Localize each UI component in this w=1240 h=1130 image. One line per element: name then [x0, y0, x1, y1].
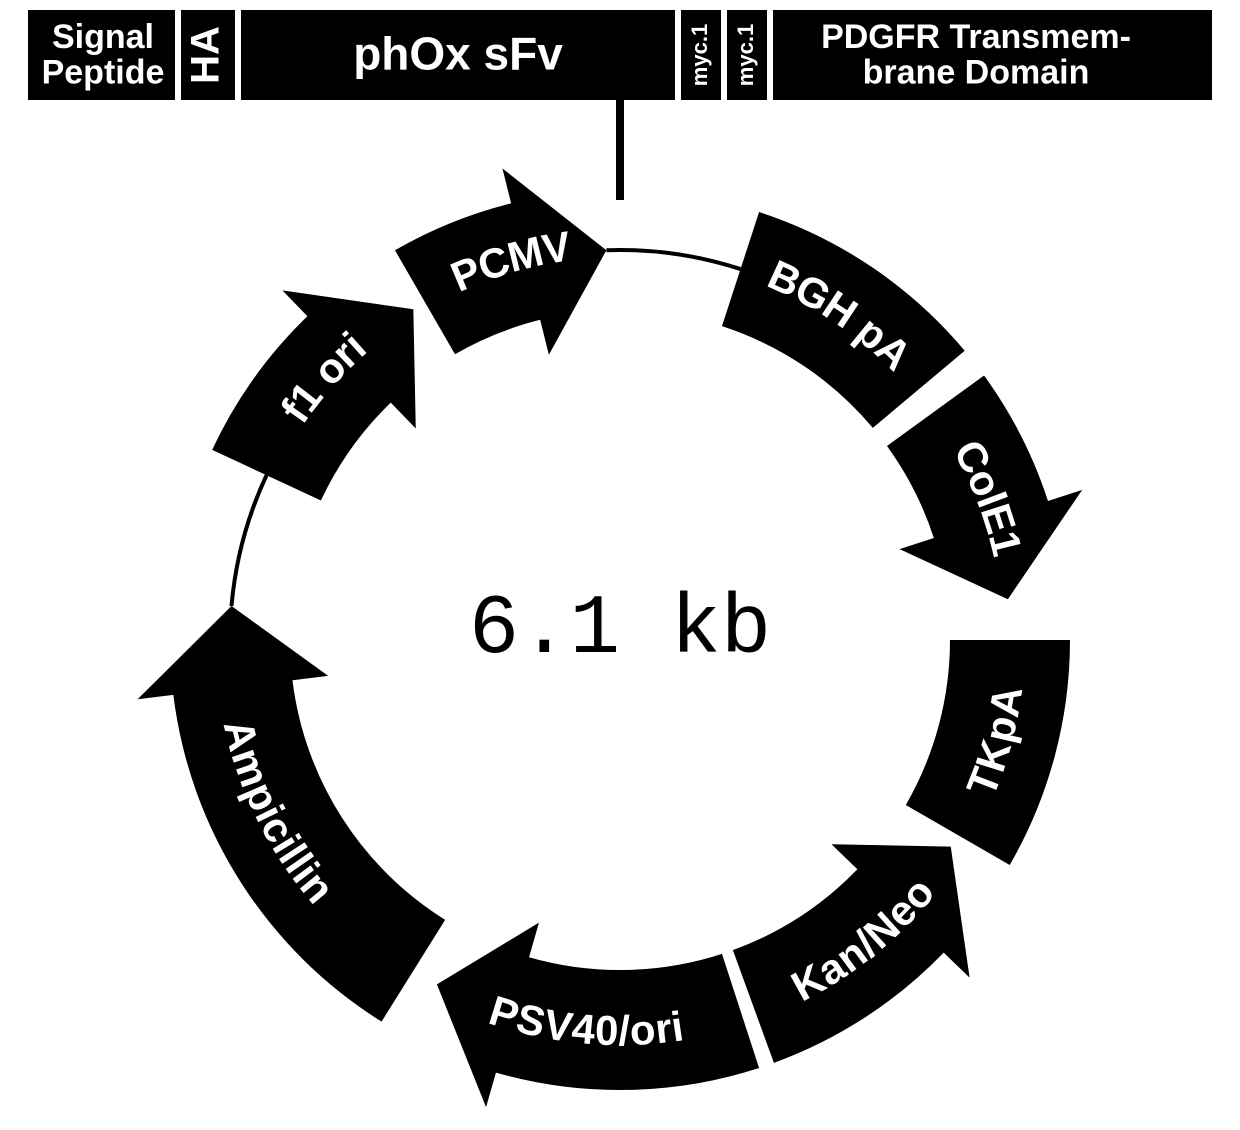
- segment-label-pdgfr-tm: PDGFR Transmem-: [821, 18, 1131, 56]
- segment-label-phox-sfv: phOx sFv: [353, 27, 563, 79]
- thin-arc-1: [231, 475, 266, 606]
- segment-label-signal-peptide: Peptide: [42, 54, 165, 92]
- segment-label-myc1-a: myc.1: [687, 24, 712, 86]
- thin-arc-0: [606, 250, 740, 269]
- segment-signal-peptide: SignalPeptide: [42, 18, 165, 92]
- segment-label-ha: HA: [184, 26, 228, 84]
- plasmid-size-label: 6.1 kb: [469, 583, 771, 678]
- segment-label-pdgfr-tm: brane Domain: [863, 54, 1090, 92]
- segment-label-signal-peptide: Signal: [52, 18, 154, 56]
- segment-label-myc1-b: myc.1: [733, 24, 758, 86]
